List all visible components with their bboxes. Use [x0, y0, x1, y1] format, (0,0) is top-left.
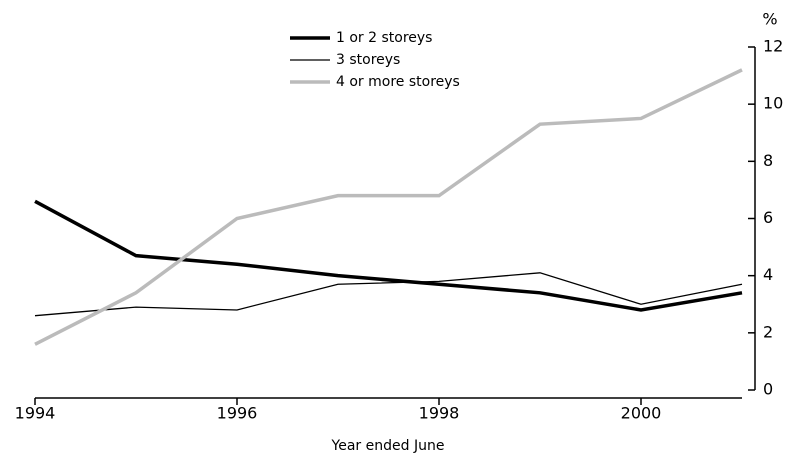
legend-label: 4 or more storeys — [336, 74, 460, 90]
y-unit: % — [762, 10, 777, 29]
y-tick-label: 4 — [763, 265, 773, 284]
series-line — [34, 68, 743, 346]
x-axis-label: Year ended June — [331, 438, 445, 454]
y-tick-label: 2 — [763, 322, 773, 341]
x-tick-label: 2000 — [621, 404, 662, 423]
y-tick-label: 10 — [763, 94, 783, 113]
x-tick-label: 1996 — [217, 404, 258, 423]
x-tick-label: 1994 — [15, 404, 56, 423]
series-line — [34, 272, 743, 317]
y-tick-label: 12 — [763, 37, 783, 56]
y-tick-label: 8 — [763, 151, 773, 170]
legend-label: 3 storeys — [336, 52, 400, 68]
legend-label: 1 or 2 storeys — [336, 30, 432, 46]
x-tick-label: 1998 — [419, 404, 460, 423]
y-tick-label: 0 — [763, 380, 773, 399]
series-line — [34, 199, 743, 312]
y-tick-label: 6 — [763, 208, 773, 227]
